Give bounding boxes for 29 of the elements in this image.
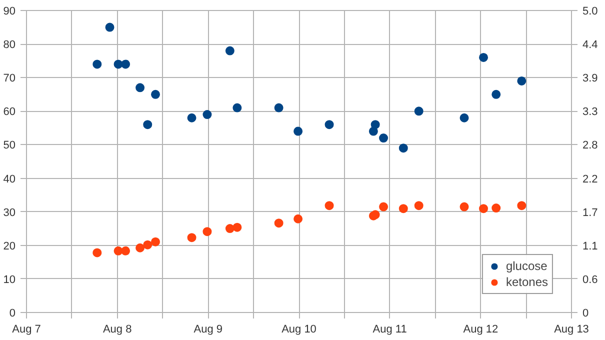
y-tick-label: 90 <box>3 6 16 18</box>
y2-tick-label: 2.8 <box>582 140 598 152</box>
x-tick-label: Aug 12 <box>463 324 498 336</box>
y2-tick-label: 2.2 <box>582 173 598 186</box>
y2-tick-label: 3.9 <box>582 72 598 85</box>
y-tick-label: 80 <box>3 39 16 52</box>
y2-tick-label: 4.4 <box>582 39 598 52</box>
x-tick-label: Aug 13 <box>554 324 589 336</box>
x-tick-label: Aug 9 <box>194 324 223 336</box>
x-tick-label: Aug 11 <box>372 324 407 336</box>
y2-tick-label: 3.3 <box>582 106 598 118</box>
y-tick-label: 50 <box>3 140 16 152</box>
legend-label: ketones <box>506 275 548 289</box>
x-tick-label: Aug 7 <box>12 324 41 336</box>
y2-tick-label: 5.0 <box>582 6 598 18</box>
x-tick-label: Aug 10 <box>282 324 316 336</box>
y-tick-label: 60 <box>3 106 16 118</box>
y2-tick-label: 1.1 <box>582 240 598 252</box>
y-tick-label: 30 <box>3 206 16 219</box>
x-tick-label: Aug 8 <box>102 324 132 336</box>
y-tick-label: 10 <box>3 274 16 286</box>
legend-label: glucose <box>506 259 548 273</box>
y-tick-label: 20 <box>3 240 16 252</box>
y-tick-label: 0 <box>9 308 16 320</box>
y-tick-label: 40 <box>3 173 16 186</box>
y2-tick-label: 0 <box>582 308 589 320</box>
y2-tick-label: 0.6 <box>582 274 598 286</box>
y-tick-label: 70 <box>3 72 16 85</box>
y2-tick-label: 1.7 <box>582 206 598 219</box>
